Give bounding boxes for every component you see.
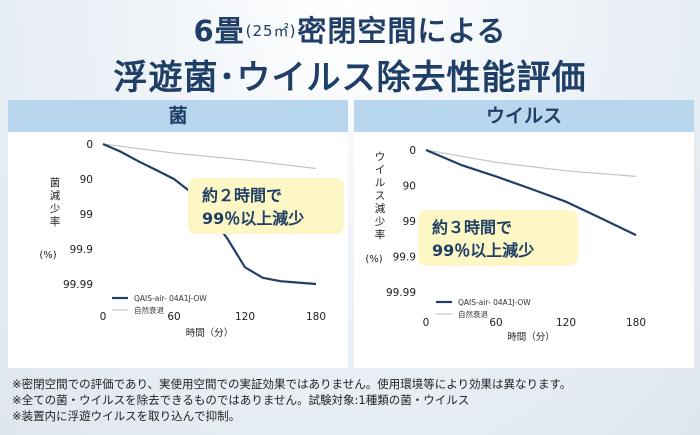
legend-label: QAIS-air- 04A1J-OW: [458, 298, 531, 307]
page-title-line1: 6畳(25㎡)密閉空間による: [0, 8, 700, 50]
series-line: [425, 148, 637, 237]
x-tick-label: 0: [100, 311, 107, 323]
y-axis-label: ウイルス減少率: [375, 151, 386, 241]
series-line: [102, 143, 317, 170]
y-tick-label: 99.9: [70, 244, 93, 256]
bacteria-panel: 菌 0 90 99 99.9 99.99 0 60 120 180 時間（分） 菌減少率 (%) QAI…: [8, 100, 348, 368]
footnotes: ※密閉空間での評価であり、実使用空間での実証効果ではありません。使用環境等により…: [12, 376, 571, 424]
footnote-3: ※装置内に浮遊ウイルスを取り込んで抑制。: [12, 409, 241, 423]
series-line: [425, 149, 637, 177]
x-tick-label: 180: [626, 317, 646, 329]
annotation-line1: 約３時間で: [432, 218, 512, 237]
y-axis-unit: (%): [365, 254, 382, 265]
virus-chart: 0 90 99 99.9 99.99 0 60 120 180 時間（分） ウイルス減少率 (%) QA…: [365, 145, 646, 343]
x-axis-label: 時間（分）: [507, 331, 555, 343]
bacteria-panel-title: 菌: [8, 100, 348, 132]
annotation-line2: 99％以上減少: [432, 241, 534, 260]
virus-panel: ウイルス 0 90 99 99.9 99.99 0 60 120 180 時間（分） ウイルス減少率…: [354, 100, 694, 368]
annotation-box: [188, 178, 344, 234]
legend-label: 自然衰退: [134, 305, 164, 315]
virus-panel-title: ウイルス: [354, 100, 694, 132]
x-tick-label: 180: [306, 311, 326, 323]
title-part-c: 密閉空間による: [297, 14, 507, 48]
y-tick-label: 0: [86, 139, 93, 151]
y-tick-label: 99: [80, 209, 93, 221]
y-tick-label: 90: [80, 174, 93, 186]
x-tick-label: 60: [167, 311, 180, 323]
x-axis-label: 時間（分）: [186, 327, 234, 339]
legend-label: 自然衰退: [458, 309, 488, 319]
x-tick-label: 120: [235, 311, 255, 323]
bacteria-chart: 0 90 99 99.9 99.99 0 60 120 180 時間（分） 菌減少率 (%) QAIS-…: [39, 139, 344, 339]
annotation-box: [418, 210, 578, 266]
y-tick-label: 90: [403, 181, 416, 193]
x-tick-label: 60: [489, 317, 502, 329]
page-title-line2: 浮遊菌･ウイルス除去性能評価: [113, 58, 587, 98]
y-tick-label: 99.99: [63, 279, 93, 291]
annotation-line1: 約２時間で: [202, 186, 282, 205]
footnote-2: ※全ての菌・ウイルスを除去できるものではありません。試験対象:1種類の菌・ウイル…: [12, 393, 470, 407]
y-tick-label: 99: [403, 216, 416, 228]
annotation-line2: 99％以上減少: [202, 209, 304, 228]
y-tick-label: 99.99: [386, 287, 416, 299]
y-tick-label: 99.9: [393, 252, 416, 264]
footnote-1: ※密閉空間での評価であり、実使用空間での実証効果ではありません。使用環境等により…: [12, 377, 572, 391]
x-tick-label: 0: [423, 317, 430, 329]
title-part-a: 6畳: [193, 14, 245, 48]
y-axis-label: 菌減少率: [50, 177, 61, 228]
legend-label: QAIS-air- 04A1J-OW: [134, 294, 207, 303]
title-part-area: (25㎡): [245, 22, 297, 40]
y-tick-label: 0: [409, 145, 416, 157]
y-axis-unit: (%): [39, 250, 56, 261]
x-tick-label: 120: [556, 317, 576, 329]
